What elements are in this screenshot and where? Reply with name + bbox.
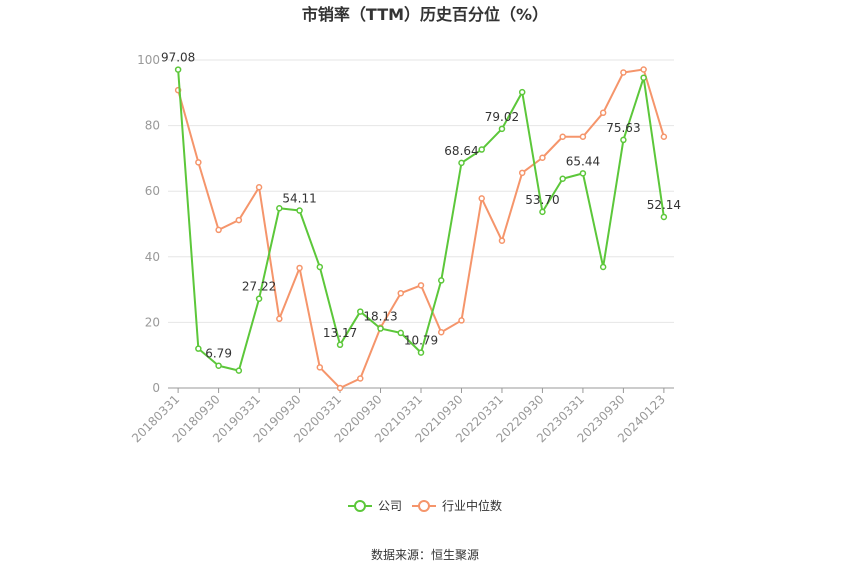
axes: 0204060801002018033120180930201903312019… (129, 53, 674, 445)
data-label: 27.22 (242, 280, 276, 294)
company-point[interactable] (518, 88, 526, 96)
company-point[interactable] (195, 345, 202, 352)
company-point[interactable] (478, 146, 485, 153)
industry-median-point[interactable] (498, 237, 506, 244)
industry-median-point[interactable] (640, 66, 647, 73)
company-point[interactable] (377, 325, 384, 332)
industry-median-point[interactable] (599, 109, 607, 117)
legend-industry-label: 行业中位数 (442, 498, 502, 513)
grid-lines (168, 59, 674, 323)
series-group (174, 66, 668, 392)
company-point[interactable] (458, 159, 465, 167)
industry-median-point[interactable] (296, 264, 303, 272)
company-point[interactable] (620, 136, 627, 144)
industry-median-point[interactable] (276, 315, 283, 323)
data-label: 52.14 (647, 198, 681, 212)
company-point[interactable] (437, 277, 445, 284)
data-label: 75.63 (606, 121, 640, 135)
industry-median-point[interactable] (215, 226, 222, 234)
company-line (177, 69, 665, 372)
industry-median-point[interactable] (235, 216, 243, 224)
data-labels: 97.08 6.79 27.22 54.11 13.17 18.13 10.79 68.64 7… (161, 51, 681, 361)
legend-industry-marker (418, 500, 430, 512)
company-point[interactable] (296, 207, 303, 214)
y-tick-label: 20 (145, 315, 160, 329)
industry-median-point[interactable] (579, 133, 587, 141)
company-point[interactable] (174, 66, 182, 73)
company-point[interactable] (640, 74, 647, 81)
company-point[interactable] (599, 263, 607, 271)
industry-median-point[interactable] (518, 169, 526, 177)
industry-median-point[interactable] (458, 317, 465, 324)
legend-item-company[interactable]: 公司 (348, 499, 402, 513)
company-point[interactable] (276, 205, 283, 212)
industry-median-point[interactable] (660, 133, 668, 141)
industry-median-point[interactable] (336, 384, 344, 392)
company-point[interactable] (357, 308, 364, 315)
industry-median-point[interactable] (539, 154, 546, 161)
data-label: 13.17 (323, 326, 357, 340)
legend-company-label: 公司 (378, 499, 402, 513)
company-point[interactable] (215, 362, 222, 369)
data-label: 6.79 (205, 347, 232, 361)
data-label: 65.44 (566, 154, 600, 168)
y-tick-label: 40 (145, 250, 160, 264)
company-point[interactable] (498, 125, 506, 133)
company-point[interactable] (579, 170, 587, 177)
industry-median-point[interactable] (357, 375, 364, 382)
company-point[interactable] (316, 263, 324, 271)
data-label: 97.08 (161, 51, 195, 65)
data-label: 53.70 (525, 193, 559, 207)
data-label: 10.79 (404, 334, 438, 348)
industry-median-point[interactable] (397, 289, 405, 297)
data-source: 数据来源：恒生聚源 (371, 547, 479, 562)
y-tick-label: 80 (145, 119, 160, 133)
industry-median-point[interactable] (437, 328, 445, 336)
company-point[interactable] (255, 295, 263, 302)
y-tick-label: 0 (152, 381, 160, 395)
company-point[interactable] (660, 213, 668, 221)
y-tick-label: 60 (145, 184, 160, 198)
legend-item-industry-median[interactable]: 行业中位数 (412, 498, 502, 513)
industry-median-point[interactable] (620, 69, 627, 76)
industry-median-point[interactable] (255, 184, 263, 191)
industry-median-point[interactable] (478, 195, 485, 202)
company-point[interactable] (417, 349, 425, 356)
industry-median-point[interactable] (559, 133, 566, 141)
data-label: 68.64 (444, 144, 478, 158)
company-point[interactable] (397, 329, 405, 337)
company-point[interactable] (235, 367, 243, 374)
industry-median-point[interactable] (417, 282, 425, 289)
industry-median-point[interactable] (195, 159, 202, 166)
y-tick-label: 100 (137, 53, 160, 67)
legend[interactable]: 公司 行业中位数 (348, 498, 502, 513)
legend-company-marker (354, 500, 366, 512)
company-point[interactable] (539, 208, 546, 216)
data-label: 79.02 (485, 110, 519, 124)
chart-title: 市销率（TTM）历史百分位（%） (302, 5, 548, 24)
data-label: 18.13 (363, 310, 397, 324)
industry-median-point[interactable] (316, 364, 324, 371)
company-point[interactable] (336, 341, 344, 349)
data-label: 54.11 (282, 192, 316, 206)
company-point[interactable] (559, 175, 566, 182)
